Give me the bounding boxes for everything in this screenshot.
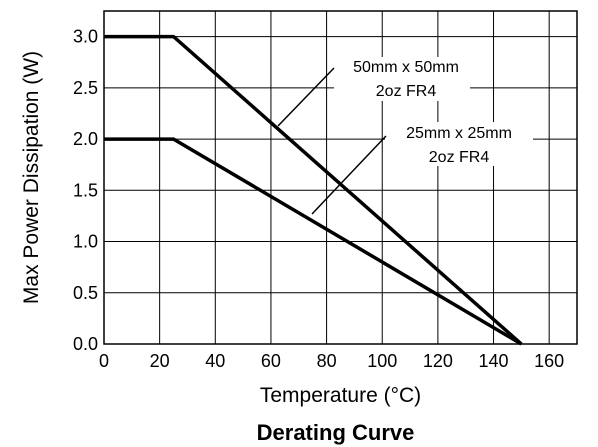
chart-title: Derating Curve [257,420,415,445]
x-tick-label: 160 [534,351,564,371]
x-tick-label: 20 [150,351,170,371]
series-lines [104,34,523,346]
series-line-1 [104,34,523,346]
annotation-leader-line [277,67,335,127]
x-tick-label: 60 [261,351,281,371]
x-tick-label: 100 [367,351,397,371]
x-axis-label: Temperature (°C) [260,384,421,407]
x-tick-label: 40 [205,351,225,371]
series-label-1: 50mm x 50mm [353,59,459,76]
y-tick-label: 1.0 [73,232,98,252]
y-tick-labels: 0.0 0.5 1.0 1.5 2.0 2.5 3.0 [73,27,98,354]
annotation-background [334,57,470,101]
series-line-2 [104,137,523,346]
x-tick-label: 80 [317,351,337,371]
x-tick-labels: 0 20 40 60 80 100 120 140 160 [99,351,564,371]
x-tick-label: 120 [423,351,453,371]
y-tick-label: 2.5 [73,78,98,98]
y-tick-label: 2.0 [73,129,98,149]
series-label-2: 25mm x 25mm [406,125,512,142]
annotation-leader-line [311,135,387,215]
x-tick-label: 0 [99,351,109,371]
y-tick-label: 1.5 [73,180,98,200]
y-tick-label: 3.0 [73,27,98,47]
plot-frame [103,10,578,345]
series-label-1: 2oz FR4 [376,83,437,100]
y-tick-label: 0.0 [73,334,98,354]
y-axis-label: Max Power Dissipation (W) [20,51,43,304]
series-label-2: 2oz FR4 [429,149,490,166]
x-tick-label: 140 [479,351,509,371]
y-tick-label: 0.5 [73,283,98,303]
annotation-background [385,122,533,166]
series-annotations: 50mm x 50mm 2oz FR4 25mm x 25mm 2oz FR4 [277,57,533,215]
